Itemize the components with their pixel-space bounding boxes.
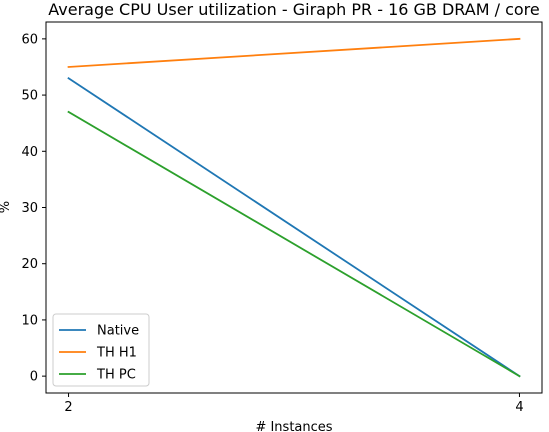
y-tick-label: 60: [21, 32, 38, 47]
legend-label-th-h1: TH H1: [96, 346, 137, 361]
x-tick-label: 2: [64, 400, 72, 415]
y-tick-label: 40: [21, 145, 38, 160]
legend-label-th-pc: TH PC: [96, 368, 136, 383]
x-tick-label: 4: [515, 400, 523, 415]
series-line-native: [67, 76, 521, 378]
y-tick-label: 30: [21, 201, 38, 216]
y-axis-label: %: [0, 201, 13, 213]
y-tick-label: 10: [21, 313, 38, 328]
chart-title: Average CPU User utilization - Giraph PR…: [48, 0, 540, 19]
x-axis-label: # Instances: [255, 420, 332, 432]
y-tick-label: 50: [21, 89, 38, 104]
series-layer: [67, 37, 521, 378]
legend-label-native: Native: [97, 324, 139, 339]
legend: Native TH H1 TH PC: [52, 313, 150, 387]
y-tick-label: 0: [30, 370, 38, 385]
y-axis: 0 10 20 30 40 50 60: [21, 32, 46, 385]
y-tick-label: 20: [21, 257, 38, 272]
series-line-th-h1: [67, 37, 521, 68]
legend-box: [52, 313, 150, 387]
series-line-th-pc: [67, 110, 521, 378]
